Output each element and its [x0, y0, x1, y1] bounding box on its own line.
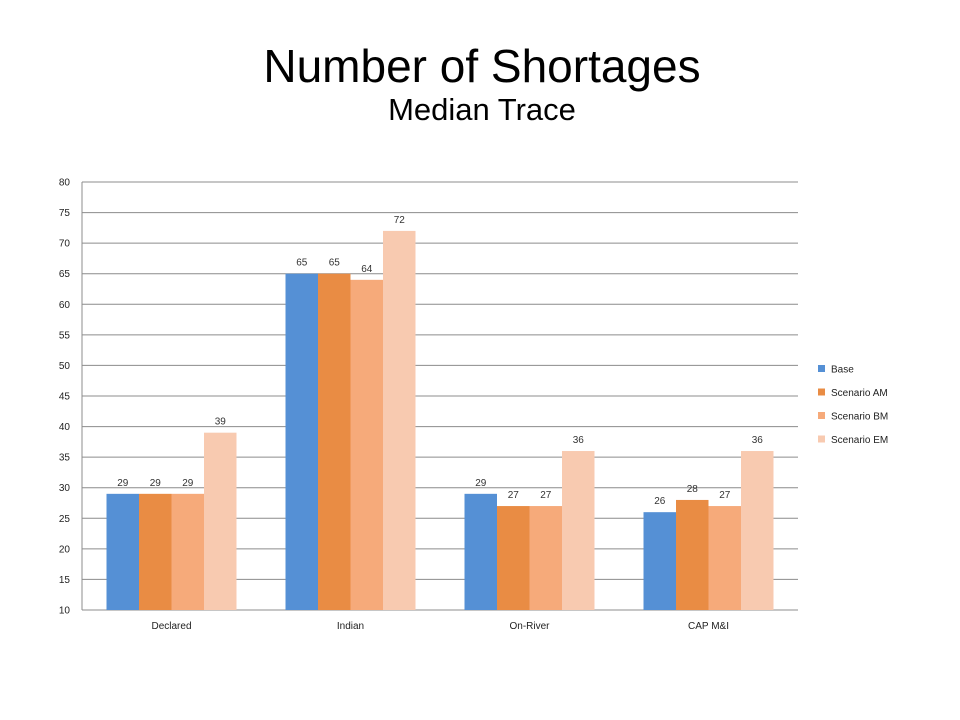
bar	[708, 506, 741, 610]
data-label: 72	[394, 215, 406, 226]
bar	[741, 451, 774, 610]
x-tick-label: On-River	[509, 621, 550, 632]
y-tick-label: 55	[59, 330, 71, 341]
title-block: Number of Shortages Median Trace	[0, 40, 960, 128]
data-label: 64	[361, 264, 373, 275]
data-label: 29	[182, 478, 194, 489]
x-tick-label: Declared	[151, 621, 191, 632]
data-label: 27	[540, 490, 552, 501]
y-tick-label: 30	[59, 483, 71, 494]
bar	[643, 512, 676, 610]
legend-swatch	[818, 388, 825, 396]
y-tick-label: 45	[59, 392, 71, 403]
bar	[529, 506, 562, 610]
bar	[676, 499, 709, 610]
data-label: 65	[296, 258, 308, 269]
data-label: 36	[752, 435, 764, 446]
x-tick-label: Indian	[337, 621, 364, 632]
bar	[204, 432, 237, 610]
legend-swatch	[818, 365, 825, 372]
y-tick-label: 25	[59, 514, 71, 525]
y-tick-label: 75	[59, 208, 71, 219]
legend-swatch	[818, 412, 825, 419]
legend-label: Base	[831, 365, 854, 376]
data-label: 26	[654, 496, 666, 507]
data-label: 29	[475, 478, 487, 489]
y-tick-label: 80	[59, 178, 71, 189]
bar	[106, 493, 139, 610]
x-tick-label: CAP M&I	[688, 621, 729, 632]
legend-swatch	[818, 435, 825, 443]
data-label: 29	[150, 478, 162, 489]
y-tick-label: 65	[59, 269, 71, 280]
bar	[139, 493, 172, 610]
chart-title: Number of Shortages	[263, 40, 701, 92]
bar	[318, 273, 351, 610]
bar	[464, 493, 497, 610]
data-label: 27	[508, 490, 520, 501]
y-tick-label: 15	[59, 575, 71, 586]
data-label: 28	[687, 484, 699, 495]
data-label: 29	[117, 478, 129, 489]
y-tick-label: 40	[59, 422, 71, 433]
data-label: 65	[329, 258, 341, 269]
legend-label: Scenario EM	[831, 435, 888, 446]
data-label: 27	[719, 490, 731, 501]
y-tick-label: 50	[59, 361, 71, 372]
y-tick-label: 70	[59, 239, 71, 250]
bar	[383, 230, 416, 610]
legend-label: Scenario AM	[831, 388, 888, 399]
bar	[562, 451, 595, 610]
legend-label: Scenario BM	[831, 412, 888, 423]
y-tick-label: 60	[59, 300, 71, 311]
y-tick-label: 10	[59, 606, 71, 617]
y-tick-label: 35	[59, 453, 71, 464]
bar	[285, 273, 318, 610]
bar	[350, 279, 383, 610]
y-tick-label: 20	[59, 544, 71, 555]
data-label: 36	[573, 435, 585, 446]
chart-subtitle: Median Trace	[388, 92, 576, 127]
bar	[497, 506, 530, 610]
data-label: 39	[215, 417, 227, 428]
bar	[171, 493, 204, 610]
